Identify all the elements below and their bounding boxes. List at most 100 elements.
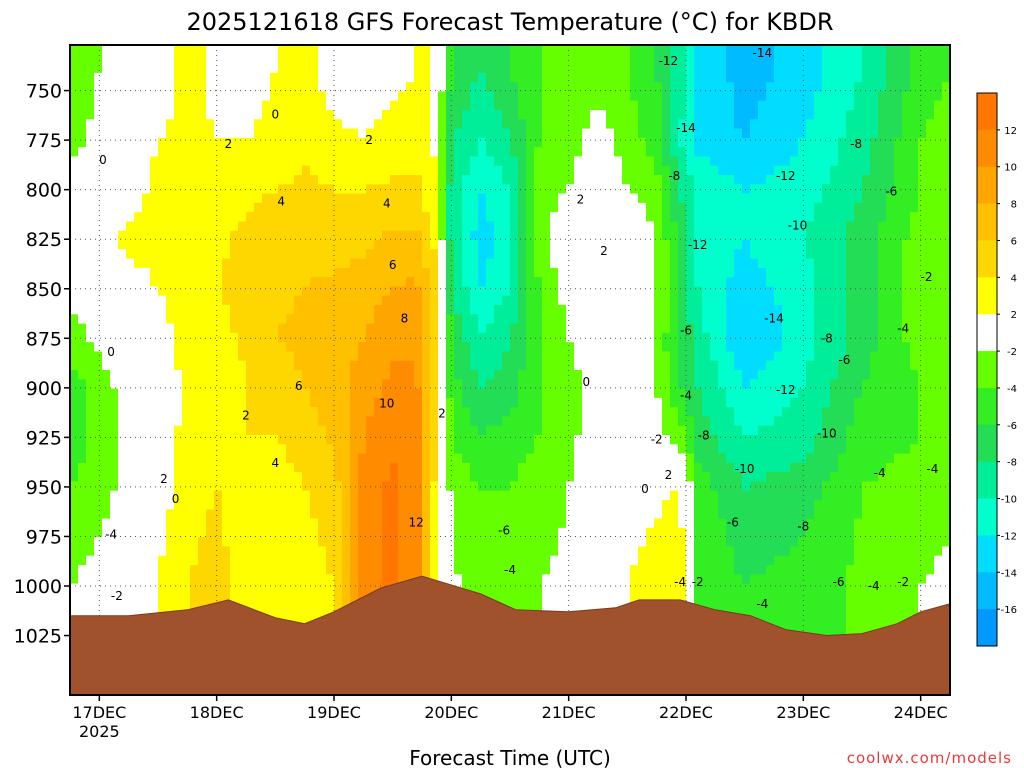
field-cell [302, 323, 311, 334]
field-cell [502, 425, 511, 436]
field-cell [374, 546, 383, 557]
field-cell [622, 435, 631, 445]
field-cell [606, 323, 615, 334]
field-cell [382, 128, 391, 139]
field-cell [574, 110, 583, 120]
field-cell [102, 249, 111, 260]
field-cell [70, 500, 79, 510]
field-cell [510, 72, 519, 83]
field-cell [366, 72, 375, 83]
field-cell [358, 435, 367, 445]
field-cell [622, 565, 631, 575]
field-cell [566, 82, 575, 93]
field-cell [206, 63, 215, 74]
field-cell [382, 462, 391, 473]
field-cell [542, 137, 551, 148]
field-cell [574, 230, 583, 241]
field-cell [94, 500, 103, 510]
field-cell [510, 425, 519, 436]
field-cell [534, 100, 543, 111]
field-cell [326, 500, 335, 510]
field-cell [446, 574, 455, 585]
field-cell [134, 193, 143, 204]
field-cell [334, 555, 343, 566]
field-cell [118, 91, 127, 102]
field-cell [150, 295, 159, 306]
field-cell [110, 388, 119, 399]
field-cell [614, 500, 623, 510]
field-cell [518, 518, 527, 529]
field-cell [294, 63, 303, 74]
field-cell [550, 509, 559, 520]
field-cell [118, 360, 127, 371]
field-cell [406, 314, 415, 325]
field-cell [158, 592, 167, 603]
field-cell [430, 370, 439, 380]
field-cell [518, 574, 527, 585]
field-cell [278, 360, 287, 371]
field-cell [470, 193, 479, 204]
field-cell [118, 184, 127, 195]
field-cell [470, 379, 479, 390]
field-cell [390, 230, 399, 241]
field-cell [206, 128, 215, 139]
field-cell [382, 305, 391, 315]
field-cell [70, 602, 79, 613]
field-cell [542, 110, 551, 120]
field-cell [622, 91, 631, 102]
field-cell [486, 295, 495, 306]
field-cell [342, 546, 351, 557]
field-cell [430, 342, 439, 353]
field-cell [174, 527, 183, 538]
field-cell [462, 444, 471, 455]
field-cell [454, 156, 463, 167]
field-cell [502, 128, 511, 139]
field-cell [78, 193, 87, 204]
field-cell [454, 193, 463, 204]
field-cell [182, 295, 191, 306]
field-cell [254, 518, 263, 529]
field-cell [534, 119, 543, 130]
field-cell [582, 472, 591, 483]
field-cell [294, 230, 303, 241]
field-cell [382, 435, 391, 445]
field-cell [294, 416, 303, 427]
field-cell [382, 444, 391, 455]
field-cell [166, 490, 175, 501]
field-cell [102, 110, 111, 120]
field-cell [430, 72, 439, 83]
field-cell [206, 509, 215, 520]
field-cell [534, 184, 543, 195]
field-cell [350, 91, 359, 102]
field-cell [462, 91, 471, 102]
field-cell [206, 258, 215, 269]
field-cell [606, 537, 615, 548]
field-cell [358, 555, 367, 566]
field-cell [142, 397, 151, 408]
field-cell [350, 63, 359, 74]
field-cell [78, 156, 87, 167]
field-cell [334, 295, 343, 306]
field-cell [118, 472, 127, 483]
field-cell [142, 453, 151, 464]
field-cell [78, 147, 87, 158]
field-cell [262, 147, 271, 158]
field-cell [182, 212, 191, 223]
field-cell [262, 277, 271, 288]
field-cell [518, 221, 527, 232]
field-cell [190, 165, 199, 176]
field-cell [142, 63, 151, 74]
field-cell [542, 397, 551, 408]
field-cell [438, 537, 447, 548]
field-cell [286, 156, 295, 167]
field-cell [230, 267, 239, 278]
field-cell [358, 314, 367, 325]
field-cell [230, 54, 239, 65]
field-cell [510, 518, 519, 529]
field-cell [358, 490, 367, 501]
field-cell [550, 583, 559, 594]
field-cell [550, 351, 559, 362]
field-cell [150, 462, 159, 473]
field-cell [254, 45, 263, 55]
field-cell [438, 370, 447, 380]
